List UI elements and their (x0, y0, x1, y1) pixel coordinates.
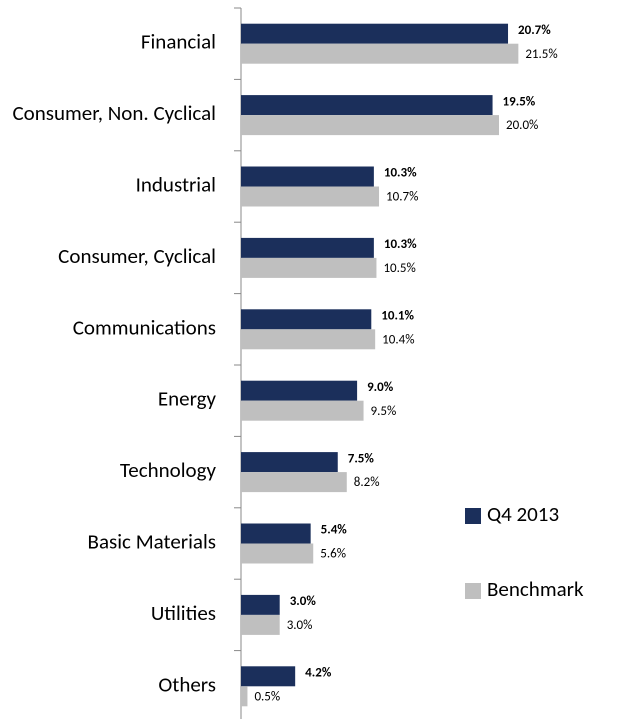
category-label: Consumer, Non. Cyclical (12, 100, 216, 126)
category-label: Technology (120, 457, 217, 483)
bar (241, 43, 519, 64)
value-label: 20.7% (518, 23, 551, 38)
value-label: 10.7% (386, 190, 418, 205)
bar (241, 23, 509, 44)
bar (241, 543, 314, 564)
category-label: Others (158, 671, 216, 697)
value-label: 19.5% (503, 94, 536, 109)
bar (241, 237, 374, 258)
bar (241, 686, 248, 707)
value-label: 0.5% (254, 689, 280, 704)
category-label: Industrial (136, 172, 216, 198)
category-label: Utilities (151, 600, 216, 626)
bar (241, 472, 347, 493)
category-label: Basic Materials (88, 529, 216, 555)
bar (241, 666, 296, 687)
value-label: 3.0% (290, 594, 317, 609)
value-label: 10.1% (381, 308, 414, 323)
bar (241, 380, 358, 401)
value-label: 10.3% (384, 166, 417, 181)
category-label: Energy (158, 386, 217, 412)
bar (241, 452, 338, 473)
bar (241, 523, 311, 544)
value-label: 10.5% (383, 261, 415, 276)
bar (241, 594, 280, 615)
legend-label: Q4 2013 (487, 501, 559, 527)
bar (241, 309, 372, 330)
category-label: Consumer, Cyclical (58, 243, 216, 269)
legend-swatch (465, 508, 481, 524)
bar (241, 166, 374, 187)
value-label: 5.6% (320, 547, 346, 562)
value-label: 4.2% (305, 665, 332, 680)
bar (241, 614, 280, 635)
value-label: 9.5% (371, 404, 397, 419)
legend-label: Benchmark (487, 576, 584, 602)
value-label: 10.4% (382, 332, 414, 347)
value-label: 7.5% (348, 451, 375, 466)
bar (241, 329, 376, 350)
legend-swatch (465, 583, 481, 599)
bar (241, 95, 493, 116)
value-label: 3.0% (287, 618, 313, 633)
category-label: Financial (141, 29, 216, 55)
value-label: 10.3% (384, 237, 417, 252)
bar (241, 115, 499, 136)
bar (241, 186, 380, 207)
category-label: Communications (73, 314, 216, 340)
value-label: 20.0% (506, 118, 538, 133)
value-label: 9.0% (367, 380, 394, 395)
value-label: 21.5% (525, 47, 557, 62)
bar (241, 400, 364, 421)
value-label: 5.4% (321, 523, 348, 538)
value-label: 8.2% (354, 475, 380, 490)
bar (241, 257, 377, 278)
